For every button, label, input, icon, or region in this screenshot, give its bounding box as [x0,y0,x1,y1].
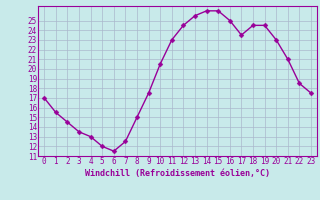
X-axis label: Windchill (Refroidissement éolien,°C): Windchill (Refroidissement éolien,°C) [85,169,270,178]
